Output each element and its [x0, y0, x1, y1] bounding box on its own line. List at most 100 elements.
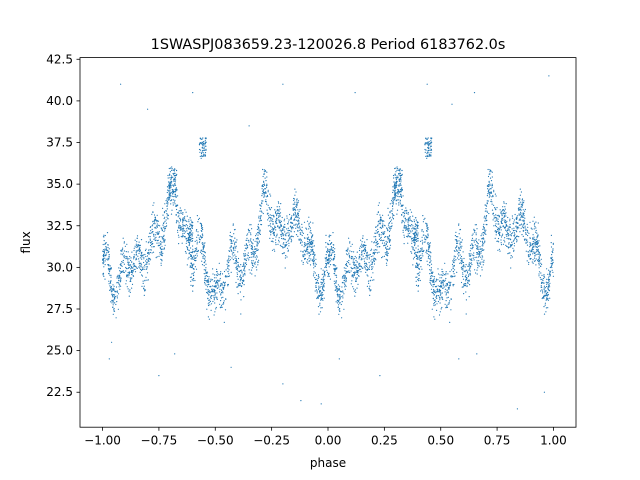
data-point: [442, 282, 444, 284]
data-point: [227, 265, 229, 267]
data-point: [188, 249, 190, 252]
data-point: [507, 232, 509, 235]
data-point: [407, 220, 409, 222]
data-point: [273, 234, 275, 236]
data-point: [377, 225, 379, 227]
data-point: [175, 214, 177, 216]
data-point: [375, 239, 377, 241]
data-point: [222, 296, 224, 298]
data-point: [176, 208, 178, 211]
data-point: [152, 251, 155, 253]
data-point: [336, 300, 338, 302]
data-point: [278, 241, 280, 243]
data-point: [292, 207, 294, 209]
data-point: [432, 284, 434, 286]
data-point: [493, 204, 495, 206]
data-point: [208, 318, 210, 320]
data-point: [314, 265, 316, 267]
data-point: [255, 233, 257, 235]
data-point: [306, 253, 308, 255]
data-point: [334, 269, 337, 271]
data-point: [120, 285, 122, 287]
data-point: [139, 267, 141, 269]
data-point: [420, 254, 422, 256]
data-point: [282, 237, 284, 240]
data-point: [392, 214, 394, 216]
data-point: [203, 269, 205, 271]
data-point: [388, 239, 390, 241]
data-point: [133, 249, 135, 252]
data-point: [185, 211, 187, 213]
data-point: [151, 213, 153, 215]
data-point: [182, 217, 184, 219]
data-point: [362, 246, 364, 248]
data-point: [338, 299, 340, 301]
data-point: [544, 304, 546, 306]
data-point: [437, 289, 439, 291]
data-point: [181, 228, 183, 230]
data-point: [324, 266, 326, 269]
data-point: [384, 236, 386, 238]
data-point: [432, 280, 434, 282]
data-point: [364, 251, 366, 253]
data-point: [516, 222, 518, 224]
data-point: [226, 263, 228, 265]
data-point: [543, 285, 546, 287]
data-point: [481, 249, 483, 251]
data-point: [460, 281, 463, 284]
data-point: [411, 246, 413, 248]
data-point: [428, 250, 430, 253]
data-point: [486, 219, 488, 221]
data-point: [105, 248, 107, 250]
data-point: [356, 261, 358, 263]
data-point: [201, 260, 203, 262]
data-point: [318, 287, 320, 289]
data-point: [549, 297, 551, 299]
data-point: [483, 231, 485, 233]
data-point: [544, 295, 546, 297]
data-point: [109, 269, 111, 271]
data-point: [463, 265, 465, 267]
data-point: [466, 269, 468, 271]
data-point: [449, 285, 451, 287]
data-point: [250, 256, 252, 258]
data-point: [409, 209, 411, 211]
data-point: [236, 269, 239, 271]
data-point: [146, 272, 149, 274]
data-point: [521, 199, 523, 201]
data-point: [247, 252, 249, 254]
data-point: [389, 248, 391, 250]
data-point: [132, 267, 134, 269]
data-point: [272, 241, 274, 243]
data-point: [544, 290, 546, 292]
data-point: [409, 236, 411, 238]
data-point: [116, 297, 118, 299]
data-point: [237, 251, 239, 253]
data-point: [235, 268, 238, 270]
data-point: [271, 228, 273, 231]
data-point: [323, 278, 325, 281]
data-point: [492, 194, 494, 197]
data-point: [333, 267, 335, 270]
data-point: [188, 221, 190, 223]
data-point: [391, 198, 393, 200]
data-point: [296, 226, 298, 228]
data-point: [211, 279, 214, 281]
data-point: [401, 219, 403, 222]
data-point: [507, 246, 509, 248]
data-point: [189, 229, 192, 231]
data-point: [332, 232, 334, 234]
data-point: [516, 231, 518, 233]
data-point: [366, 256, 368, 258]
data-point: [505, 203, 507, 205]
data-point: [499, 250, 501, 252]
data-point: [396, 181, 398, 183]
data-point: [388, 222, 391, 224]
data-point: [531, 228, 533, 230]
data-point: [519, 201, 521, 203]
data-point: [210, 291, 212, 293]
data-point: [186, 230, 188, 232]
data-point: [272, 232, 274, 235]
data-point: [323, 284, 325, 286]
data-point: [192, 92, 194, 94]
